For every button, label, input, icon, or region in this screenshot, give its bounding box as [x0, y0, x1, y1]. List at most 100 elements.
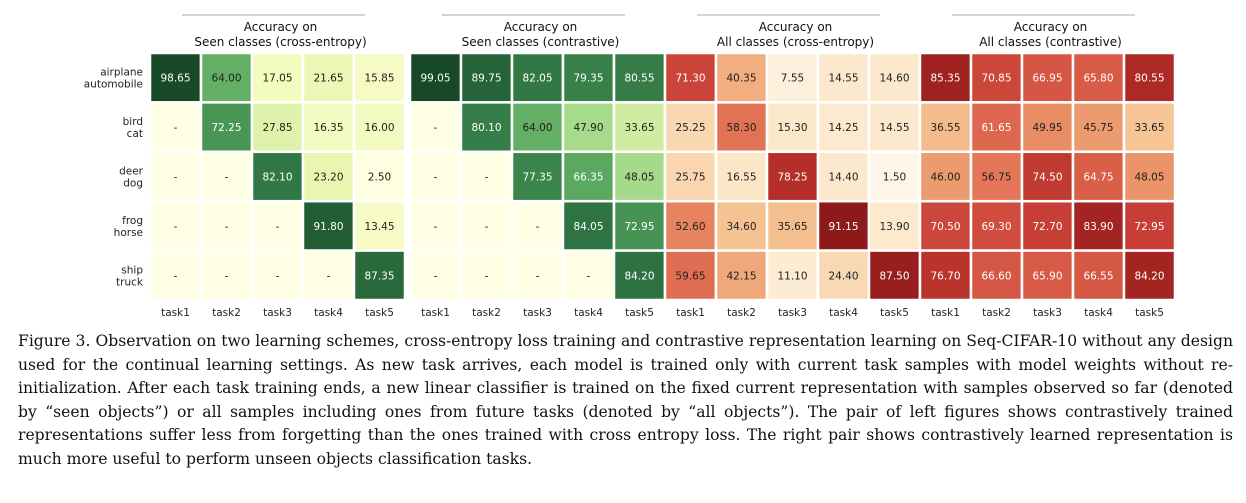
heatmap-cell	[816, 150, 871, 203]
cell-value: 1.50	[883, 172, 906, 184]
row-label: frog	[122, 215, 143, 227]
cell-value: 46.00	[930, 172, 960, 184]
cell-value: 14.55	[879, 122, 909, 134]
heatmap-cell	[612, 51, 667, 104]
cell-value: 84.20	[1134, 270, 1164, 282]
heatmap-cell	[612, 101, 667, 154]
heatmap-cell	[663, 101, 718, 154]
cell-value: 78.25	[777, 172, 807, 184]
cell-value: 16.55	[726, 172, 756, 184]
cell-value: 87.50	[879, 270, 909, 282]
cell-value: 16.00	[364, 122, 394, 134]
heatmap-cell	[1122, 101, 1177, 154]
cell-value: 80.55	[1134, 73, 1164, 85]
cell-value: -	[174, 221, 178, 233]
cell-value: 65.80	[1083, 73, 1113, 85]
cell-value: 33.65	[624, 122, 654, 134]
heatmap-cell	[250, 249, 305, 302]
heatmap-cell	[352, 101, 407, 154]
cell-value: -	[485, 270, 489, 282]
x-tick-label: task5	[365, 307, 394, 319]
cell-value: 11.10	[777, 270, 807, 282]
cell-value: 70.50	[930, 221, 960, 233]
heatmap-cell	[510, 101, 565, 154]
heatmap-cell	[714, 249, 769, 302]
x-tick-label: task5	[1135, 307, 1164, 319]
cell-value: 49.95	[1032, 122, 1062, 134]
cell-value: 76.70	[930, 270, 960, 282]
heatmap-cell	[663, 249, 718, 302]
x-tick-label: task2	[212, 307, 241, 319]
cell-value: 15.85	[364, 73, 394, 85]
cell-value: -	[536, 270, 540, 282]
cell-value: 64.75	[1083, 172, 1113, 184]
row-label: ship	[121, 264, 143, 276]
figure-caption: Figure 3. Observation on two learning sc…	[18, 332, 1233, 468]
x-tick-label: task3	[778, 307, 807, 319]
cell-value: 2.50	[368, 172, 391, 184]
cell-value: -	[434, 221, 438, 233]
cell-value: -	[225, 221, 229, 233]
heatmap-cell	[1020, 199, 1075, 252]
cell-value: 69.30	[981, 221, 1011, 233]
heatmap-cell	[969, 249, 1024, 302]
heatmap-cell	[352, 51, 407, 104]
cell-value: 83.90	[1083, 221, 1113, 233]
x-tick-label: task3	[1033, 307, 1062, 319]
cell-value: 84.20	[624, 270, 654, 282]
heatmap-cell	[867, 150, 922, 203]
cell-value: 82.10	[262, 172, 292, 184]
panel-title: Accuracy on	[244, 20, 318, 34]
x-tick-label: task4	[829, 307, 858, 319]
cell-value: 7.55	[781, 73, 804, 85]
cell-value: -	[276, 270, 280, 282]
row-label: bird	[123, 116, 143, 128]
cell-value: 23.20	[313, 172, 343, 184]
cell-value: 64.00	[211, 73, 241, 85]
cell-value: -	[174, 270, 178, 282]
cell-value: 56.75	[981, 172, 1011, 184]
cell-value: -	[225, 270, 229, 282]
cell-value: 48.05	[1134, 172, 1164, 184]
heatmap-cell	[250, 199, 305, 252]
cell-value: 98.65	[160, 73, 190, 85]
cell-value: 72.25	[211, 122, 241, 134]
cell-value: 99.05	[420, 73, 450, 85]
heatmap-cell	[765, 150, 820, 203]
panel-title: All classes (cross-entropy)	[717, 35, 874, 49]
heatmap-cell	[816, 101, 871, 154]
cell-value: 65.90	[1032, 270, 1062, 282]
heatmap-cell	[510, 150, 565, 203]
x-tick-label: task4	[574, 307, 603, 319]
row-label: dog	[123, 178, 143, 190]
heatmap-cell	[1122, 249, 1177, 302]
cell-value: 21.65	[313, 73, 343, 85]
x-tick-label: task2	[472, 307, 501, 319]
cell-value: -	[174, 122, 178, 134]
heatmap-cell	[1122, 51, 1177, 104]
heatmap-cell	[1122, 199, 1177, 252]
x-tick-label: task1	[931, 307, 960, 319]
cell-value: 79.35	[573, 73, 603, 85]
cell-value: 59.65	[675, 270, 705, 282]
x-tick-label: task5	[625, 307, 654, 319]
cell-value: 48.05	[624, 172, 654, 184]
cell-value: 72.70	[1032, 221, 1062, 233]
heatmap-cell	[352, 249, 407, 302]
cell-value: 34.60	[726, 221, 756, 233]
cell-value: 64.00	[522, 122, 552, 134]
heatmap-cell	[867, 101, 922, 154]
cell-value: 33.65	[1134, 122, 1164, 134]
x-tick-label: task3	[263, 307, 292, 319]
x-tick-label: task4	[314, 307, 343, 319]
cell-value: 24.40	[828, 270, 858, 282]
cell-value: 14.60	[879, 73, 909, 85]
heatmap-cell	[408, 150, 463, 203]
heatmap-cell	[301, 150, 356, 203]
x-tick-label: task4	[1084, 307, 1113, 319]
panel-title: Accuracy on	[1014, 20, 1088, 34]
row-label: horse	[114, 227, 143, 239]
cell-value: 13.90	[879, 221, 909, 233]
heatmap-cell	[510, 249, 565, 302]
